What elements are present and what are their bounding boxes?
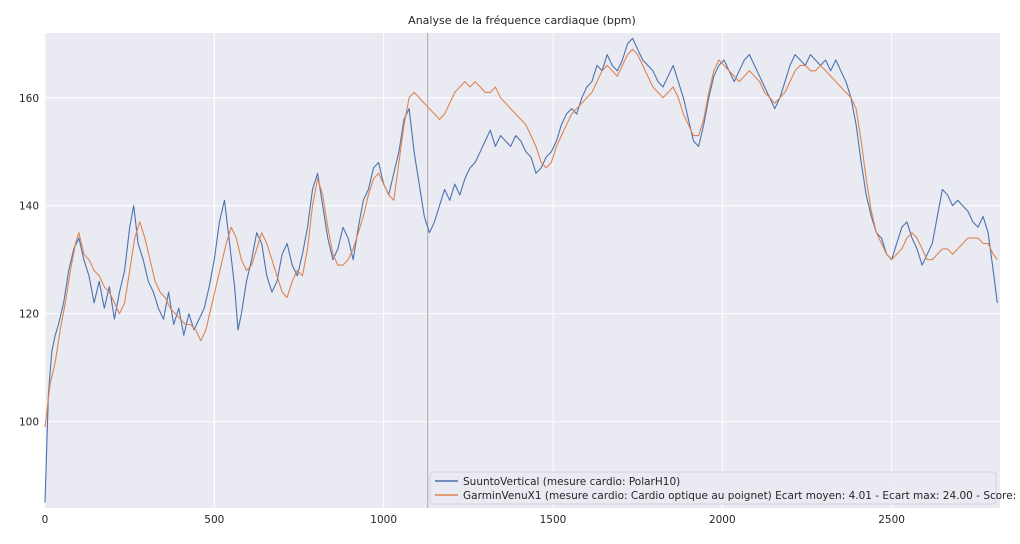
x-tick-label: 1000 xyxy=(370,514,397,526)
y-tick-label: 140 xyxy=(19,201,39,213)
grid-lines xyxy=(44,33,1000,508)
axis-tick-labels: 0 500 1000 1500 2000 2500 100 120 140 160 xyxy=(19,93,905,526)
y-tick-label: 120 xyxy=(19,309,39,321)
y-tick-label: 160 xyxy=(19,93,39,105)
chart-title: Analyse de la fréquence cardiaque (bpm) xyxy=(408,14,636,27)
x-tick-label: 500 xyxy=(204,514,224,526)
x-tick-label: 0 xyxy=(42,514,49,526)
series-line-garmin xyxy=(44,48,998,428)
legend: SuuntoVertical (mesure cardio: PolarH10)… xyxy=(429,471,1020,505)
x-tick-label: 2500 xyxy=(878,514,905,526)
legend-label-suunto: SuuntoVertical (mesure cardio: PolarH10) xyxy=(463,476,680,488)
legend-box xyxy=(429,471,997,505)
x-tick-label: 2000 xyxy=(709,514,736,526)
plot-background xyxy=(45,33,1000,508)
y-tick-label: 100 xyxy=(19,417,39,429)
x-tick-label: 1500 xyxy=(540,514,567,526)
series-line-suunto xyxy=(44,37,998,503)
legend-label-garmin: GarminVenuX1 (mesure cardio: Cardio opti… xyxy=(463,490,1020,502)
series-lines xyxy=(44,37,998,503)
